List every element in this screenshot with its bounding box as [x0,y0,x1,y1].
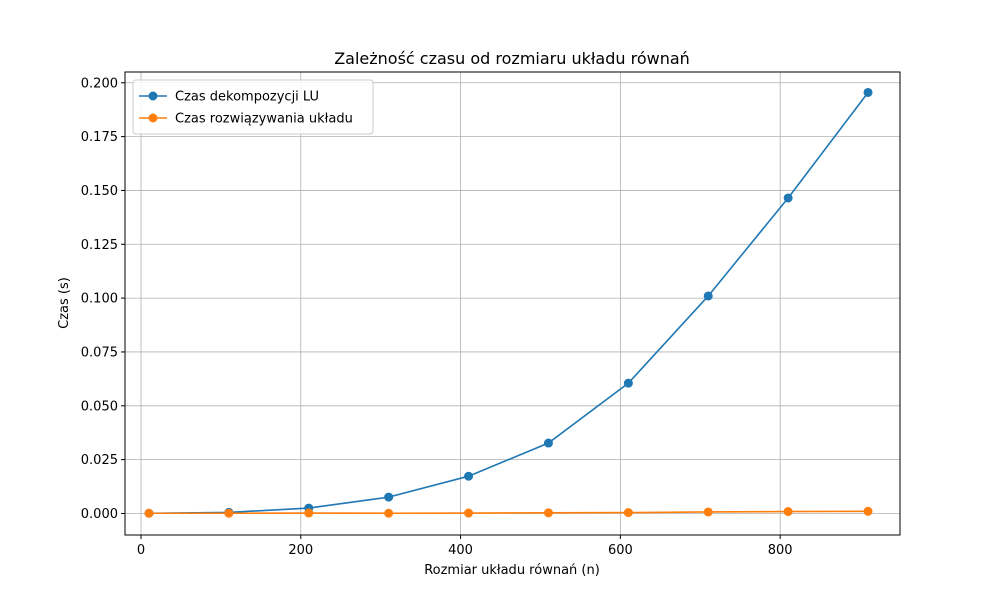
y-tick-label: 0.150 [81,184,118,199]
data-point [783,507,793,517]
y-tick-label: 0.200 [81,76,118,91]
series-line [148,510,869,515]
legend: Czas dekompozycji LU Czas rozwiązywania u… [132,79,374,135]
legend-swatch-marker [148,91,158,101]
legend-item: Czas dekompozycji LU [139,90,319,105]
chart-title: Zależność czasu od rozmiaru układu równa… [334,49,690,68]
y-tick-label: 0.050 [81,399,118,414]
data-point [304,508,314,518]
data-point [863,87,873,97]
y-tick-label: 0.175 [81,130,118,145]
data-point [384,492,394,502]
plot-area: 0 200 400 600 800 0.0000.0250.0500.0750.1000… [81,71,901,558]
legend-label: Czas dekompozycji LU [175,90,319,105]
data-point [863,506,873,516]
y-tick-label: 0.025 [81,453,118,468]
legend-item: Czas rozwiązywania układu [139,112,353,127]
x-tick-label: 800 [768,543,793,558]
x-axis-label: Rozmiar układu równań (n) [424,563,600,578]
y-tick-label: 0.075 [81,345,118,360]
x-axis-ticks: 0 200 400 600 800 [137,535,793,558]
data-point [543,438,553,448]
data-point [224,508,234,518]
x-tick-label: 0 [137,543,145,558]
series-2 [144,506,873,518]
data-point [623,508,633,518]
x-tick-label: 600 [608,543,633,558]
data-point [144,508,154,518]
y-tick-label: 0.100 [81,292,118,307]
y-tick-label: 0.125 [81,238,118,253]
data-point [384,508,394,518]
x-tick-label: 400 [448,543,473,558]
axes-frame [124,71,901,536]
x-tick-label: 200 [288,543,313,558]
y-axis-label: Czas (s) [57,277,72,329]
series-layer [144,87,873,518]
data-point [543,508,553,518]
data-point [703,291,713,301]
y-axis-ticks: 0.000 0.025 0.050 0.075 0.100 0.125 0.150 0.175… [81,76,125,522]
legend-swatch-marker [148,113,158,123]
data-point [703,507,713,517]
grid [125,72,900,535]
legend-label: Czas rozwiązywania układu [175,112,353,127]
series-line [148,91,869,515]
data-point [464,471,474,481]
y-tick-label: 0.000 [81,507,118,522]
data-point [623,378,633,388]
data-point [783,193,793,203]
data-point [464,508,474,518]
legend-box [132,79,374,135]
